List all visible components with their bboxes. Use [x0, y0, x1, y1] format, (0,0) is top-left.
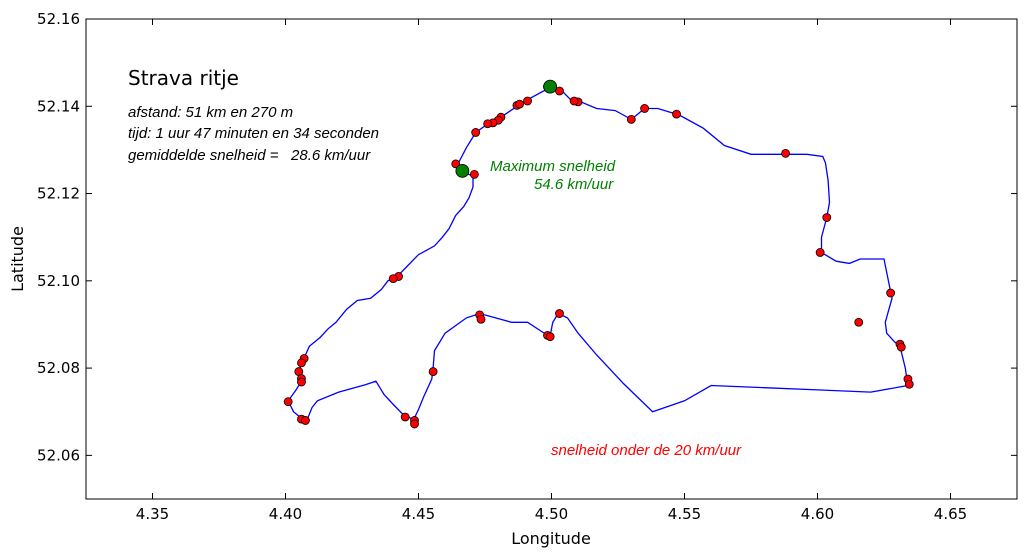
slow-speed-point [297, 358, 306, 368]
slow-speed-point [410, 419, 419, 429]
slow-speed-point [904, 379, 914, 389]
slow-speed-point [428, 367, 438, 376]
slow-speed-point [483, 119, 493, 129]
x-tick-label: 4.35 [136, 505, 169, 523]
slow-speed-point [469, 169, 479, 179]
slow-speed-point [515, 99, 524, 109]
max-speed-label: Maximum snelheid [490, 158, 616, 175]
slow-speed-point [781, 148, 790, 158]
slow-speed-point [400, 412, 410, 422]
slow-speed-point [896, 342, 906, 352]
slow-speed-point [545, 332, 555, 342]
slow-speed-point [283, 397, 293, 407]
y-tick-label: 52.16 [37, 10, 80, 28]
slow-speed-point [886, 288, 896, 298]
slow-points [283, 82, 914, 429]
max-speed-value: 54.6 km/uur [534, 176, 614, 193]
y-tick-label: 52.12 [37, 185, 80, 203]
x-axis-label: Longitude [511, 529, 591, 548]
x-tick-label: 4.50 [535, 505, 568, 523]
slow-speed-point [301, 416, 310, 425]
plot-frame [85, 18, 1018, 500]
x-tick-label: 4.45 [402, 505, 435, 523]
route-line [287, 88, 909, 422]
slow-speed-point [297, 377, 306, 387]
duration-text: tijd: 1 uur 47 minuten en 34 seconden [128, 125, 379, 142]
slow-speed-point [471, 128, 481, 137]
chart-title: Strava ritje [128, 66, 239, 90]
y-tick-label: 52.08 [37, 359, 80, 377]
slow-speed-point [626, 114, 636, 124]
slow-speed-point [815, 248, 825, 257]
average-speed-text: gemiddelde snelheid = 28.6 km/uur [128, 147, 371, 164]
slow-speed-point [640, 104, 649, 113]
slow-speed-point [555, 309, 564, 318]
plot-area [283, 79, 914, 429]
slow-speed-note: snelheid onder de 20 km/uur [551, 442, 742, 459]
distance-text: afstand: 51 km en 270 m [128, 104, 293, 121]
max-points [455, 79, 558, 178]
slow-speed-point [822, 213, 832, 222]
x-tick-label: 4.65 [934, 505, 967, 523]
max-speed-point [543, 79, 558, 94]
slow-speed-point [672, 109, 681, 119]
x-tick-label: 4.55 [668, 505, 701, 523]
tick-layer: 4.35 4.40 4.45 4.50 4.55 4.60 4.65 52.06 52.08 52… [37, 10, 1017, 523]
slow-speed-point [388, 274, 398, 284]
slow-speed-point [854, 317, 864, 327]
max-speed-point [455, 163, 470, 178]
x-tick-label: 4.40 [269, 505, 302, 523]
slow-speed-point [476, 314, 486, 324]
y-axis-label: Latitude [8, 226, 27, 292]
y-tick-label: 52.06 [37, 446, 80, 464]
x-tick-label: 4.60 [801, 505, 834, 523]
y-tick-label: 52.10 [37, 272, 80, 290]
y-tick-label: 52.14 [37, 97, 80, 115]
slow-speed-point [569, 96, 579, 106]
slow-speed-point [523, 96, 532, 106]
